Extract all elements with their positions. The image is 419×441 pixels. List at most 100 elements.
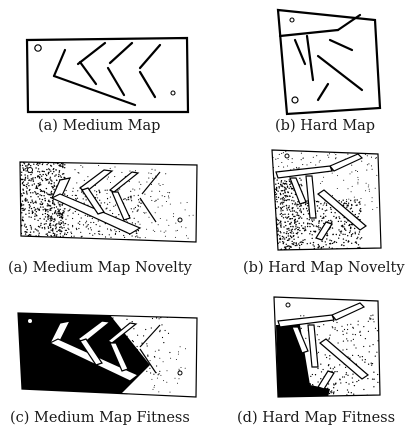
- sample-dot: [297, 231, 299, 234]
- sample-dot: [354, 233, 356, 235]
- sample-dot: [304, 228, 306, 230]
- sample-dot: [104, 329, 106, 331]
- sample-dot: [50, 193, 53, 195]
- sample-dot: [95, 368, 97, 371]
- sample-dot: [46, 203, 49, 205]
- sample-dot: [72, 217, 74, 220]
- sample-dot: [345, 372, 348, 374]
- sample-dot: [137, 229, 139, 232]
- sample-dot: [137, 221, 139, 223]
- sample-dot: [313, 225, 315, 227]
- sample-dot: [294, 244, 296, 247]
- sample-dot: [290, 210, 292, 212]
- sample-dot: [299, 210, 301, 212]
- sample-dot: [67, 215, 69, 217]
- sample-dot: [37, 225, 40, 228]
- sample-dot: [339, 364, 341, 366]
- sample-dot: [67, 227, 69, 229]
- sample-dot: [109, 181, 112, 184]
- goal-marker: [177, 370, 183, 376]
- sample-dot: [355, 248, 358, 250]
- sample-dot: [288, 239, 290, 241]
- sample-dot: [306, 210, 309, 212]
- sample-dot: [307, 205, 309, 207]
- sample-dot: [350, 323, 352, 325]
- sample-dot: [26, 199, 28, 201]
- sample-dot: [293, 242, 295, 244]
- sample-dot: [58, 210, 60, 213]
- sample-dot: [299, 216, 301, 218]
- sample-dot: [369, 150, 372, 152]
- sample-dot: [350, 223, 352, 226]
- sample-dot: [354, 201, 356, 203]
- sample-dot: [44, 216, 47, 218]
- sample-dot: [79, 223, 81, 225]
- sample-dot: [43, 195, 45, 197]
- sample-dot: [52, 224, 54, 226]
- sample-dot: [47, 173, 50, 175]
- sample-dot: [48, 181, 50, 183]
- sample-dot: [318, 220, 320, 223]
- sample-dot: [128, 199, 130, 201]
- sample-dot: [28, 209, 30, 212]
- sample-dot: [30, 216, 32, 218]
- sample-dot: [24, 208, 26, 210]
- sample-dot: [38, 171, 41, 173]
- sample-dot: [374, 187, 376, 189]
- sample-dot: [345, 239, 347, 242]
- sample-dot: [45, 192, 48, 194]
- sample-dot: [139, 237, 141, 239]
- sample-dot: [322, 246, 325, 248]
- sample-dot: [336, 389, 339, 392]
- sample-dot: [115, 216, 117, 218]
- sample-dot: [353, 196, 355, 198]
- sample-dot: [151, 317, 154, 320]
- sample-dot: [332, 195, 333, 197]
- sample-dot: [337, 342, 339, 344]
- sample-dot: [44, 199, 46, 202]
- sample-dot: [299, 244, 301, 247]
- sample-dot: [292, 232, 294, 234]
- sample-dot: [297, 207, 299, 209]
- sample-dot: [357, 179, 359, 181]
- sample-dot: [66, 318, 68, 321]
- sample-dot: [361, 355, 364, 358]
- sample-dot: [356, 204, 358, 206]
- sample-dot: [130, 190, 132, 192]
- sample-dot: [21, 200, 24, 202]
- sample-dot: [35, 193, 38, 195]
- sample-dot: [365, 182, 367, 184]
- sample-dot: [281, 215, 283, 217]
- sample-dot: [150, 372, 152, 374]
- sample-dot: [289, 183, 291, 186]
- sample-dot: [63, 173, 65, 175]
- sample-dot: [286, 217, 288, 219]
- sample-dot: [329, 358, 331, 360]
- sample-dot: [22, 181, 25, 183]
- sample-dot: [353, 344, 355, 346]
- sample-dot: [279, 192, 282, 195]
- sample-dot: [276, 219, 278, 221]
- sample-dot: [335, 217, 337, 219]
- sample-dot: [47, 217, 49, 219]
- sample-dot: [281, 206, 284, 208]
- sample-dot: [112, 212, 114, 215]
- sample-dot: [30, 228, 33, 230]
- sample-dot: [30, 165, 32, 167]
- sample-dot: [342, 233, 344, 235]
- sample-dot: [149, 360, 151, 362]
- sample-dot: [280, 183, 282, 185]
- sample-dot: [113, 205, 115, 207]
- sample-dot: [367, 363, 370, 365]
- sample-dot: [343, 244, 345, 247]
- sample-dot: [375, 157, 377, 159]
- sample-dot: [63, 176, 65, 179]
- sample-dot: [291, 158, 293, 160]
- sample-dot: [285, 188, 287, 190]
- sample-dot: [39, 163, 41, 165]
- sample-dot: [22, 216, 24, 218]
- sample-dot: [364, 361, 366, 363]
- sample-dot: [354, 227, 356, 230]
- sample-dot: [29, 192, 32, 194]
- sample-dot: [159, 184, 161, 187]
